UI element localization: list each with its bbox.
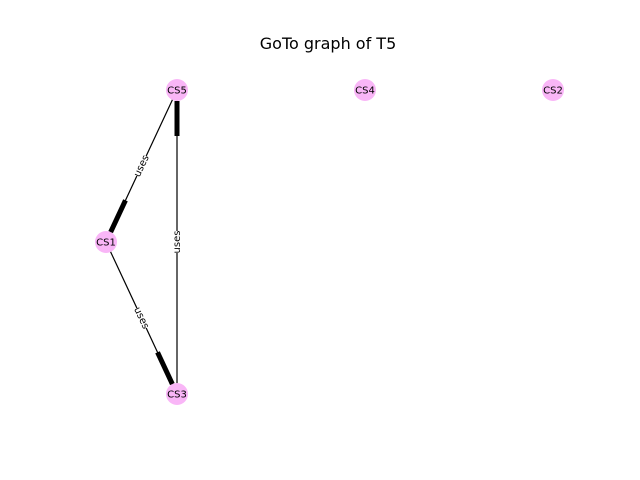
edge-label: uses — [172, 231, 183, 254]
nodes-group: CS5 CS4 CS2 CS1 CS3 — [95, 79, 564, 405]
node-circle — [542, 79, 564, 101]
graph-title: GoTo graph of T5 — [260, 34, 397, 53]
node-circle — [166, 79, 188, 101]
node-cs2: CS2 — [542, 79, 564, 101]
edge-cs5-cs1: uses — [105, 89, 178, 243]
edge-arrow — [108, 199, 128, 234]
edge-label: uses — [132, 153, 152, 178]
node-circle — [354, 79, 376, 101]
node-circle — [95, 231, 117, 253]
node-label: CS2 — [543, 86, 563, 97]
node-label: CS5 — [167, 86, 187, 97]
node-cs3: CS3 — [166, 383, 188, 405]
node-cs5: CS5 — [166, 79, 188, 101]
node-circle — [166, 383, 188, 405]
edge-arrow — [155, 351, 175, 386]
edge-cs1-cs3: uses — [105, 241, 178, 395]
node-cs4: CS4 — [354, 79, 376, 101]
edge-label: uses — [131, 305, 151, 330]
node-label: CS1 — [96, 238, 116, 249]
edge-label-bg — [132, 305, 153, 331]
node-cs1: CS1 — [95, 231, 117, 253]
edge-label-bg — [130, 153, 151, 179]
node-label: CS3 — [167, 390, 187, 401]
edge-label-bg — [170, 231, 182, 253]
edges-group: uses uses uses — [105, 89, 183, 395]
node-label: CS4 — [355, 86, 375, 97]
edge-cs3-cs5: uses — [170, 90, 183, 394]
